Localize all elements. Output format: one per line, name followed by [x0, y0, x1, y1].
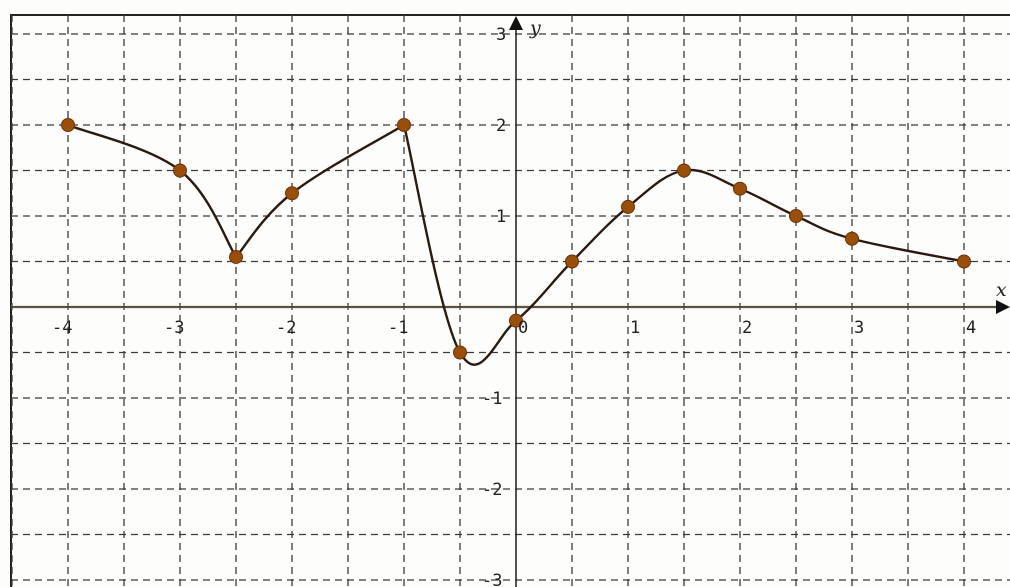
x-tick-label: -1: [388, 318, 408, 338]
y-axis-label: y: [529, 17, 541, 39]
data-point: [621, 199, 635, 214]
data-point: [677, 163, 691, 178]
data-point: [61, 118, 75, 132]
x-tick-label: -4: [52, 318, 72, 338]
y-axis-arrow: [509, 16, 523, 30]
data-point: [789, 209, 803, 223]
y-tick-label: 2: [496, 116, 506, 136]
x-tick-label: 0: [518, 318, 528, 338]
data-point: [845, 231, 859, 246]
x-tick-label: -2: [276, 318, 296, 338]
x-tick-label: 2: [742, 318, 752, 338]
tick-labels: x y -4 -3 -2 -1 0 1 2 3 4 3 2 1 -1 -2 -3: [52, 17, 1007, 587]
y-tick-label: -2: [482, 480, 502, 500]
data-point: [453, 345, 467, 360]
grid: [10, 14, 1010, 587]
y-tick-label: 1: [496, 207, 506, 227]
data-point: [565, 254, 579, 269]
data-point: [957, 254, 971, 269]
data-point: [509, 313, 523, 328]
data-point: [285, 186, 299, 201]
y-tick-label: -1: [482, 389, 502, 409]
x-tick-label: 3: [854, 318, 864, 338]
data-point: [397, 118, 411, 132]
data-points: [61, 118, 971, 360]
x-tick-label: 4: [966, 318, 976, 338]
x-tick-label: 1: [630, 318, 640, 338]
y-tick-label: 3: [496, 25, 506, 45]
data-point: [173, 163, 187, 178]
x-axis-arrow: [996, 300, 1010, 314]
y-tick-label: -3: [482, 571, 502, 587]
axes: [11, 16, 1010, 587]
data-point: [733, 181, 747, 196]
x-axis-label: x: [996, 279, 1007, 301]
data-point: [229, 249, 243, 264]
plot-frame: [10, 14, 1010, 587]
x-tick-label: -3: [164, 318, 184, 338]
